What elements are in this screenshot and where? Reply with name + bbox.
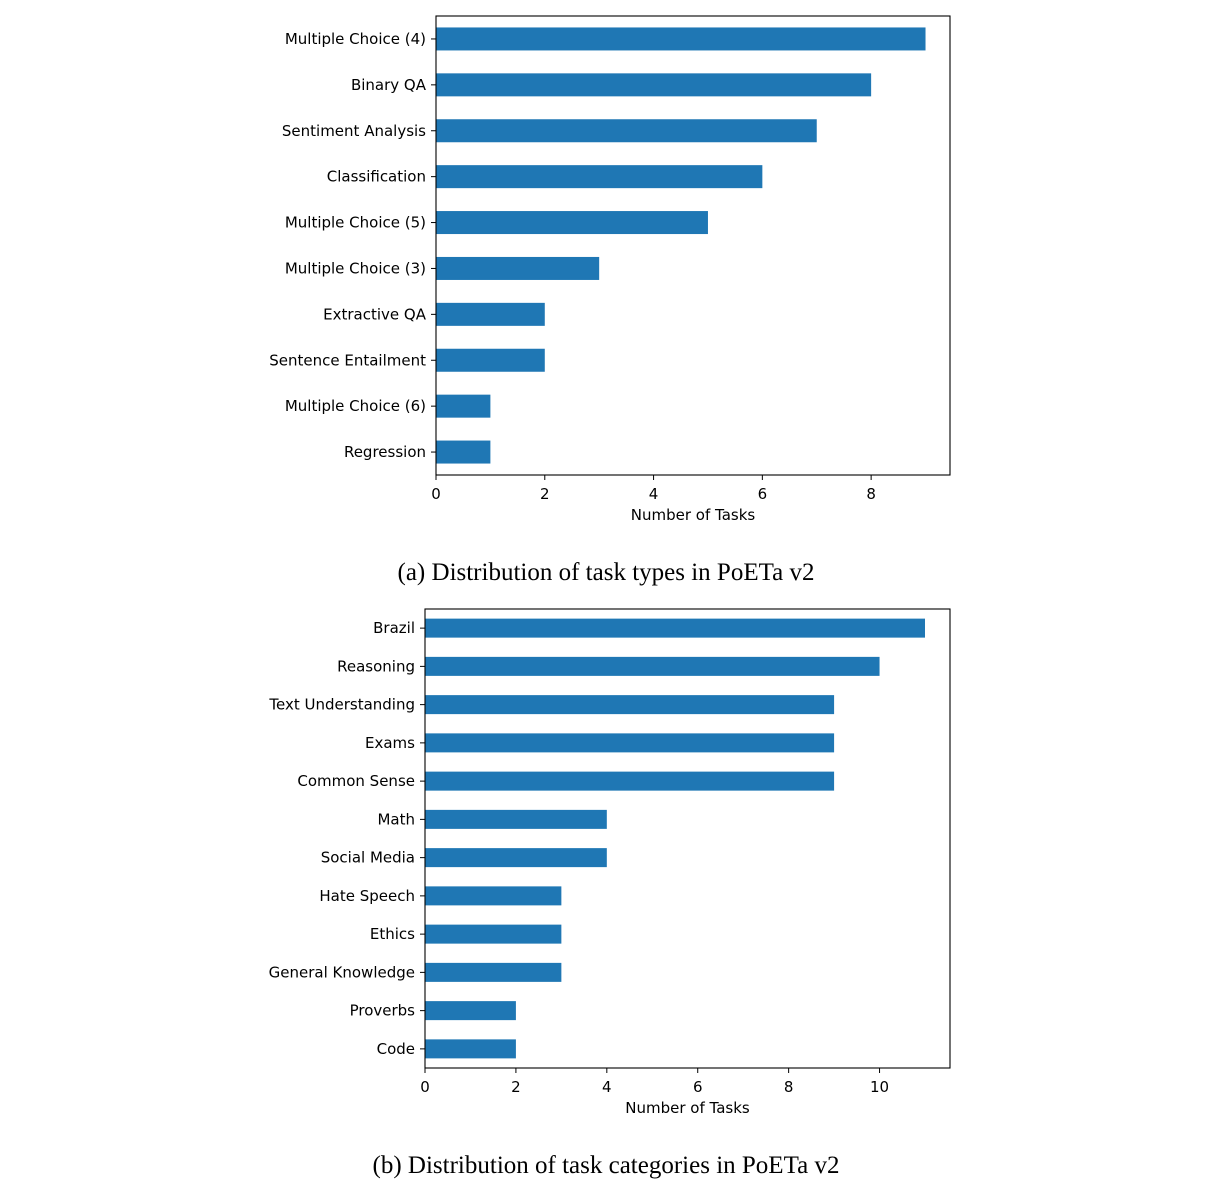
bar-extractive-qa: [436, 302, 545, 326]
bar-exams: [425, 733, 835, 753]
caption-task-categories: (b) Distribution of task categories in P…: [373, 1152, 840, 1179]
x-tick-label-6: 6: [758, 485, 768, 503]
x-tick-label-0: 0: [420, 1078, 430, 1096]
bar-sentence-entailment: [436, 348, 545, 372]
y-tick-label-multiple-choice-4: Multiple Choice (4): [285, 30, 426, 48]
bar-social-media: [425, 848, 607, 868]
bar-sentiment-analysis: [436, 119, 817, 143]
x-tick-label-10: 10: [870, 1078, 889, 1096]
bar-regression: [436, 440, 491, 464]
bar-hate-speech: [425, 886, 562, 906]
y-tick-label-extractive-qa: Extractive QA: [323, 305, 427, 323]
x-axis-label: Number of Tasks: [631, 506, 756, 524]
bar-classification: [436, 165, 763, 189]
y-tick-label-brazil: Brazil: [373, 619, 415, 637]
bar-proverbs: [425, 1001, 516, 1021]
bar-text-understanding: [425, 695, 835, 715]
y-tick-label-multiple-choice-6: Multiple Choice (6): [285, 397, 426, 415]
y-tick-label-reasoning: Reasoning: [337, 657, 415, 675]
x-tick-label-6: 6: [693, 1078, 703, 1096]
chart-task-categories: Brazil Reasoning Text Understanding Exams Co…: [268, 608, 951, 1117]
bar-multiple-choice-5: [436, 211, 708, 235]
bar-reasoning: [425, 656, 880, 676]
caption-task-types: (a) Distribution of task types in PoETa …: [398, 559, 815, 586]
chart-task-types: Multiple Choice (4) Binary QA Sentiment An…: [269, 15, 951, 524]
x-tick-label-2: 2: [511, 1078, 521, 1096]
x-tick-label-0: 0: [431, 485, 441, 503]
x-axis-label: Number of Tasks: [625, 1099, 750, 1117]
bar-general-knowledge: [425, 962, 562, 982]
y-tick-label-social-media: Social Media: [321, 849, 415, 867]
x-tick-label-8: 8: [866, 485, 876, 503]
y-tick-label-sentence-entailment: Sentence Entailment: [269, 351, 426, 369]
y-tick-label-proverbs: Proverbs: [350, 1002, 416, 1020]
bar-common-sense: [425, 771, 835, 791]
bar-code: [425, 1039, 516, 1059]
y-tick-label-exams: Exams: [365, 734, 415, 752]
y-tick-label-multiple-choice-3: Multiple Choice (3): [285, 259, 426, 277]
plot-frame: [435, 15, 951, 476]
x-tick-label-8: 8: [784, 1078, 794, 1096]
bar-brazil: [425, 618, 925, 638]
x-tick-label-4: 4: [649, 485, 659, 503]
x-tick-label-4: 4: [602, 1078, 612, 1096]
y-tick-label-multiple-choice-5: Multiple Choice (5): [285, 214, 426, 232]
y-tick-label-hate-speech: Hate Speech: [319, 887, 415, 905]
y-tick-label-binary-qa: Binary QA: [351, 76, 427, 94]
y-tick-label-sentiment-analysis: Sentiment Analysis: [282, 122, 426, 140]
y-tick-label-general-knowledge: General Knowledge: [269, 963, 415, 981]
plot-frame: [424, 608, 951, 1069]
y-tick-label-ethics: Ethics: [370, 925, 415, 943]
bar-binary-qa: [436, 73, 872, 97]
bar-math: [425, 809, 607, 829]
y-tick-label-common-sense: Common Sense: [297, 772, 415, 790]
y-tick-label-code: Code: [377, 1040, 415, 1058]
y-tick-label-classification: Classification: [327, 168, 426, 186]
bar-multiple-choice-6: [436, 394, 491, 418]
y-tick-label-math: Math: [377, 810, 415, 828]
bar-ethics: [425, 924, 562, 944]
bar-multiple-choice-3: [436, 256, 600, 280]
bar-multiple-choice-4: [436, 27, 926, 51]
y-tick-label-regression: Regression: [344, 443, 426, 461]
x-tick-label-2: 2: [540, 485, 550, 503]
y-tick-label-text-understanding: Text Understanding: [268, 696, 415, 714]
